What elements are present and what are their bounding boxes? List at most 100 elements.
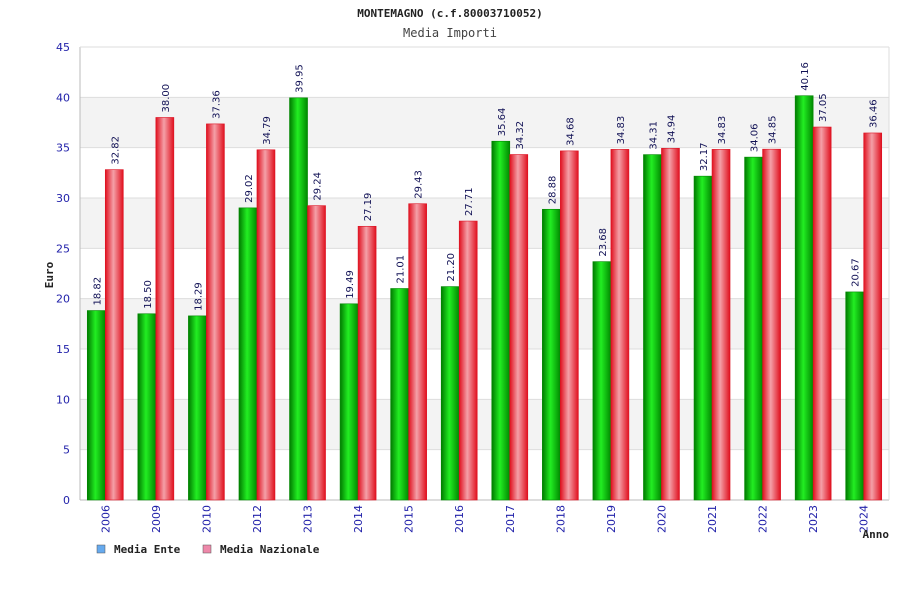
bar-media-ente-2006 — [86, 310, 106, 501]
legend-swatch-media-nazionale — [202, 544, 212, 554]
x-tick-label: 2014 — [352, 505, 365, 533]
value-label: 29.24 — [313, 172, 324, 201]
value-label: 23.68 — [598, 228, 609, 257]
bar-media-ente-2022 — [744, 156, 763, 501]
value-label: 34.06 — [750, 123, 761, 152]
bar-media-ente-2012 — [238, 207, 258, 501]
value-label: 37.05 — [818, 93, 829, 122]
value-label: 34.83 — [616, 116, 627, 145]
value-label: 29.43 — [414, 170, 425, 199]
bar-media-ente-2010 — [188, 315, 207, 501]
value-label: 21.20 — [446, 253, 457, 282]
bar-media-nazionale-2022 — [762, 148, 781, 501]
x-tick-label: 2019 — [605, 505, 618, 533]
bar-media-nazionale-2020 — [661, 147, 680, 501]
bar-media-ente-2013 — [289, 97, 308, 501]
value-label: 20.67 — [851, 258, 862, 287]
bar-media-ente-2021 — [693, 175, 713, 501]
x-tick-label: 2023 — [807, 505, 820, 533]
bar-media-nazionale-2014 — [357, 225, 377, 501]
x-tick-label: 2017 — [504, 505, 517, 533]
value-label: 32.17 — [699, 143, 710, 172]
bar-media-nazionale-2019 — [610, 149, 630, 501]
value-label: 18.29 — [193, 282, 204, 311]
bar-media-ente-2023 — [794, 95, 814, 501]
value-label: 34.31 — [648, 121, 659, 150]
legend: Media Ente Media Nazionale — [96, 543, 320, 556]
value-label: 18.82 — [92, 277, 103, 306]
value-label: 28.88 — [547, 176, 558, 205]
bar-media-nazionale-2013 — [307, 205, 326, 501]
legend-label-media-nazionale: Media Nazionale — [220, 543, 320, 556]
legend-swatch-media-ente — [96, 544, 106, 554]
value-label: 40.16 — [800, 62, 811, 91]
bar-media-ente-2016 — [440, 286, 460, 501]
value-label: 37.36 — [211, 90, 222, 119]
value-label: 19.49 — [345, 270, 356, 299]
x-tick-label: 2021 — [706, 505, 719, 533]
x-axis-label: Anno — [863, 528, 890, 541]
x-axis-ticks: 2006 2009 2010 2012 2013 2014 2015 2016 2017 2018… — [99, 505, 870, 533]
y-tick-label: 30 — [56, 192, 70, 205]
y-tick-label: 40 — [56, 91, 70, 104]
y-axis-label: Euro — [43, 261, 56, 288]
value-label: 27.71 — [464, 187, 475, 216]
y-tick-label: 5 — [63, 444, 70, 457]
bar-media-nazionale-2016 — [458, 220, 478, 501]
bar-media-ente-2020 — [643, 154, 662, 501]
y-tick-label: 25 — [56, 242, 70, 255]
x-tick-label: 2009 — [150, 505, 163, 533]
bar-media-ente-2019 — [592, 261, 612, 501]
value-label: 34.83 — [717, 116, 728, 145]
value-label: 34.32 — [515, 121, 526, 150]
x-tick-label: 2013 — [302, 505, 315, 533]
value-label: 18.50 — [143, 280, 154, 309]
bar-media-ente-2017 — [491, 140, 511, 501]
value-label: 38.00 — [161, 84, 172, 113]
x-tick-label: 2010 — [200, 505, 213, 533]
bar-media-nazionale-2012 — [256, 149, 276, 501]
bar-media-nazionale-2018 — [560, 150, 579, 501]
y-axis-ticks: 0 5 10 15 20 25 30 35 40 45 — [56, 41, 70, 507]
x-tick-label: 2022 — [757, 505, 770, 533]
x-tick-label: 2012 — [251, 505, 264, 533]
y-tick-label: 20 — [56, 293, 70, 306]
x-tick-label: 2015 — [403, 505, 416, 533]
value-label: 27.19 — [363, 193, 374, 222]
y-tick-label: 45 — [56, 41, 70, 54]
bar-media-ente-2015 — [390, 288, 409, 501]
y-tick-label: 35 — [56, 142, 70, 155]
bar-media-ente-2014 — [339, 303, 359, 501]
legend-label-media-ente: Media Ente — [114, 543, 181, 556]
bars — [86, 95, 883, 501]
x-tick-label: 2006 — [99, 505, 112, 533]
grid-band — [80, 47, 889, 98]
bar-media-ente-2024 — [845, 291, 865, 501]
bar-media-ente-2018 — [542, 208, 561, 501]
x-tick-label: 2020 — [655, 505, 668, 533]
bar-media-nazionale-2009 — [155, 117, 175, 501]
x-tick-label: 2024 — [858, 505, 871, 533]
x-tick-label: 2018 — [554, 505, 567, 533]
value-label: 34.94 — [666, 115, 677, 144]
value-label: 32.82 — [110, 136, 121, 165]
bar-media-nazionale-2015 — [408, 203, 427, 501]
value-label: 34.68 — [565, 117, 576, 146]
y-tick-label: 0 — [63, 494, 70, 507]
chart-title: MONTEMAGNO (c.f.80003710052) — [357, 7, 542, 20]
x-tick-label: 2016 — [453, 505, 466, 533]
bar-media-nazionale-2024 — [863, 132, 883, 501]
y-tick-label: 15 — [56, 343, 70, 356]
bar-media-nazionale-2017 — [509, 154, 529, 501]
bar-media-nazionale-2023 — [812, 126, 832, 501]
value-label: 29.02 — [244, 174, 255, 203]
value-label: 39.95 — [295, 64, 306, 93]
y-tick-label: 10 — [56, 393, 70, 406]
value-label: 36.46 — [869, 99, 880, 128]
value-labels: 18.82 32.82 18.50 38.00 18.29 37.36 29.02 34.79… — [92, 62, 879, 311]
bar-media-nazionale-2021 — [711, 149, 731, 501]
value-label: 34.79 — [262, 116, 273, 145]
chart-subtitle: Media Importi — [403, 26, 497, 40]
value-label: 21.01 — [396, 255, 407, 284]
